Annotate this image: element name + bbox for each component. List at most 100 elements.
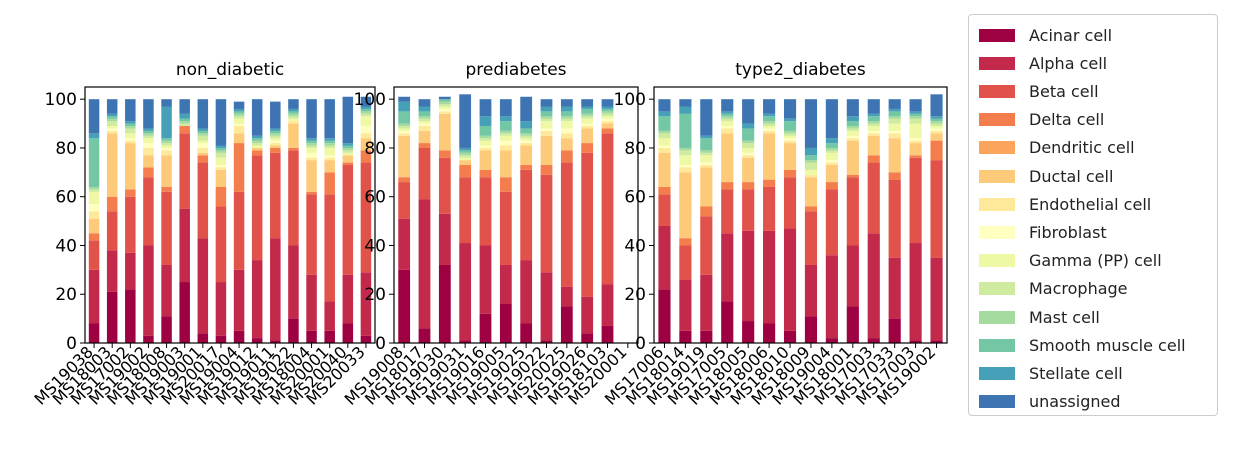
bar-segment	[143, 128, 154, 131]
bar-segment	[679, 172, 692, 239]
bar-segment	[930, 121, 943, 124]
bar-segment	[540, 118, 553, 122]
bar-segment	[270, 147, 281, 153]
bar-segment	[106, 250, 118, 292]
bar-segment	[679, 238, 692, 246]
bar-segment	[161, 138, 172, 141]
bar-segment	[679, 99, 692, 107]
legend-swatch	[979, 113, 1015, 127]
bar-segment	[106, 133, 118, 197]
bar-segment	[679, 245, 692, 280]
bar-segment	[679, 330, 692, 343]
subplot-title: type2_diabetes	[735, 60, 866, 80]
bar-segment	[560, 306, 573, 343]
y-tick-label: 100	[354, 90, 386, 110]
bar-segment	[251, 99, 263, 136]
bar-segment	[360, 335, 372, 343]
bar-segment	[520, 121, 533, 129]
bar-segment	[398, 111, 411, 124]
bar-segment	[783, 121, 797, 131]
bar-segment	[763, 99, 776, 114]
bar-segment	[360, 96, 372, 107]
bar-segment	[360, 272, 372, 336]
bar-segment	[499, 116, 512, 122]
bar-segment	[459, 152, 472, 156]
y-tick-label: 40	[55, 236, 77, 256]
bar-segment	[270, 238, 281, 341]
bar-segment	[742, 155, 755, 158]
bar-segment	[251, 138, 263, 141]
bar-segment	[233, 101, 245, 109]
bar-segment	[888, 318, 901, 343]
bar-segment	[763, 323, 776, 343]
bar-segment	[846, 116, 859, 122]
bar-segment	[679, 167, 692, 173]
bar-segment	[418, 118, 431, 122]
bar-segment	[867, 135, 880, 156]
bar-segment	[560, 286, 573, 307]
bar-segment	[143, 245, 154, 336]
bar-segment	[520, 96, 533, 122]
bar-segment	[601, 116, 614, 119]
bar-segment	[398, 130, 411, 134]
bar-segment	[479, 138, 492, 141]
bar-segment	[143, 130, 154, 134]
bar-segment	[288, 108, 299, 112]
bar-segment	[804, 162, 818, 170]
y-tick-label: 80	[624, 139, 646, 159]
bar-segment	[197, 133, 209, 136]
bar-segment	[658, 99, 671, 112]
bar-segment	[700, 152, 713, 156]
bar-segment	[658, 130, 671, 134]
bar-segment	[888, 111, 901, 117]
bar-segment	[804, 174, 818, 178]
bar-segment	[88, 269, 100, 324]
legend-swatch	[979, 28, 1015, 42]
bar-segment	[867, 155, 880, 163]
legend-item: Stellate cell	[979, 361, 1123, 385]
bar-segment	[459, 155, 472, 158]
bar-segment	[888, 123, 901, 131]
bar-segment	[479, 177, 492, 246]
bar-segment	[721, 116, 734, 119]
bar-segment	[909, 123, 922, 139]
bar-segment	[520, 135, 533, 139]
bar-segment	[270, 152, 281, 239]
bar-segment	[825, 99, 838, 139]
subplot-title: prediabetes	[465, 60, 566, 80]
bar-segment	[360, 106, 372, 109]
bar-segment	[804, 147, 818, 156]
bar-segment	[88, 191, 100, 205]
y-tick-label: 20	[364, 285, 386, 305]
bar-segment	[398, 123, 411, 127]
bar-segment	[560, 111, 573, 117]
bar-segment	[438, 101, 451, 105]
bar-segment	[342, 147, 354, 151]
bar-segment	[398, 269, 411, 343]
bar-segment	[197, 135, 209, 141]
bar-segment	[930, 118, 943, 122]
bar-segment	[233, 116, 245, 119]
bar-segment	[742, 230, 755, 322]
bar-segment	[540, 116, 553, 119]
bar-segment	[306, 160, 317, 192]
axes-frame	[653, 86, 948, 344]
bar-segment	[888, 179, 901, 258]
bar-segment	[418, 116, 431, 119]
bar-segment	[438, 213, 451, 265]
bar-segment	[418, 143, 431, 148]
bar-segment	[867, 233, 880, 339]
bar-segment	[763, 121, 776, 124]
bar-segment	[306, 143, 317, 146]
bar-segment	[360, 126, 372, 134]
bar-segment	[143, 99, 154, 129]
bar-segment	[679, 113, 692, 148]
bar-segment	[143, 143, 154, 148]
bar-segment	[479, 99, 492, 117]
bar-segment	[601, 123, 614, 129]
bar-segment	[143, 177, 154, 246]
y-tick-label: 0	[66, 334, 77, 354]
y-tick-label: 40	[624, 236, 646, 256]
bar-segment	[418, 99, 431, 107]
bar-segment	[763, 126, 776, 129]
